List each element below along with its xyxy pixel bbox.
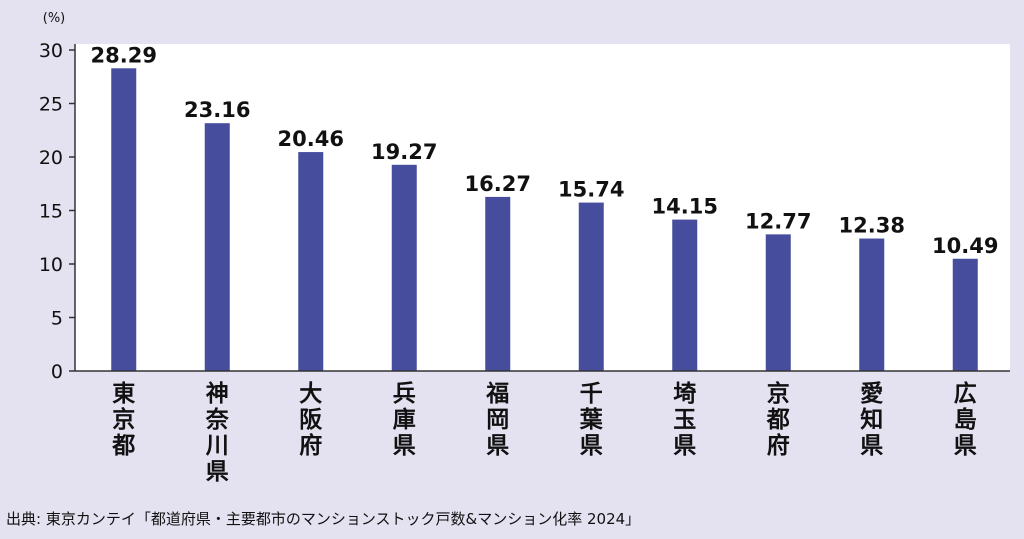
bar	[672, 219, 698, 371]
x-tick-label: 京都府	[766, 380, 790, 459]
x-tick-label: 福岡県	[485, 381, 509, 459]
data-label: 12.38	[839, 214, 905, 238]
x-tick-label: 広島県	[954, 380, 977, 459]
bar	[204, 123, 230, 371]
x-tick-label: 埼玉県	[673, 381, 696, 459]
y-tick-label: 0	[51, 361, 63, 383]
y-tick-label: 25	[39, 94, 63, 116]
data-label: 20.46	[278, 127, 344, 151]
y-tick-label: 15	[39, 201, 63, 223]
value-labels: 28.29 23.16 20.46 19.27 16.27 15.74 14.15 12.77…	[91, 43, 999, 257]
data-label: 16.27	[465, 172, 531, 196]
data-label: 12.77	[745, 209, 811, 233]
bar	[298, 152, 324, 371]
x-tick-label: 愛知県	[860, 381, 883, 459]
data-label: 10.49	[932, 234, 998, 258]
data-label: 15.74	[558, 178, 624, 202]
bar	[859, 238, 885, 371]
bar	[952, 258, 978, 371]
bar	[578, 202, 604, 371]
y-tick-label: 10	[39, 254, 63, 276]
x-axis: 東京都 神奈川県 大阪府 兵庫県 福岡県 千葉県 埼玉県 京都府 愛知県 広島県	[75, 370, 1010, 485]
x-tick-label: 兵庫県	[393, 381, 416, 459]
bar	[485, 196, 511, 371]
data-label: 28.29	[91, 43, 157, 67]
plot-area	[75, 44, 1010, 371]
y-tick-label: 5	[51, 308, 63, 330]
x-tick-label: 大阪府	[299, 381, 322, 459]
source-note: 出典: 東京カンテイ「都道府県・主要都市のマンションストック戸数&マンション化率…	[6, 510, 641, 528]
data-label: 19.27	[371, 140, 437, 164]
x-tick-label: 千葉県	[579, 381, 604, 459]
x-tick-label: 神奈川県	[205, 380, 230, 485]
y-axis: 0 5 10 15 20 25 30 (%)	[39, 11, 76, 383]
bars	[111, 68, 978, 371]
data-label: 14.15	[652, 195, 718, 219]
y-tick-label: 30	[39, 40, 63, 62]
bar	[391, 164, 417, 371]
bar	[111, 68, 137, 371]
bar	[765, 234, 791, 371]
y-tick-label: 20	[39, 147, 63, 169]
data-label: 23.16	[184, 98, 250, 122]
y-axis-unit-label: (%)	[43, 11, 66, 26]
x-tick-label: 東京都	[111, 381, 135, 459]
